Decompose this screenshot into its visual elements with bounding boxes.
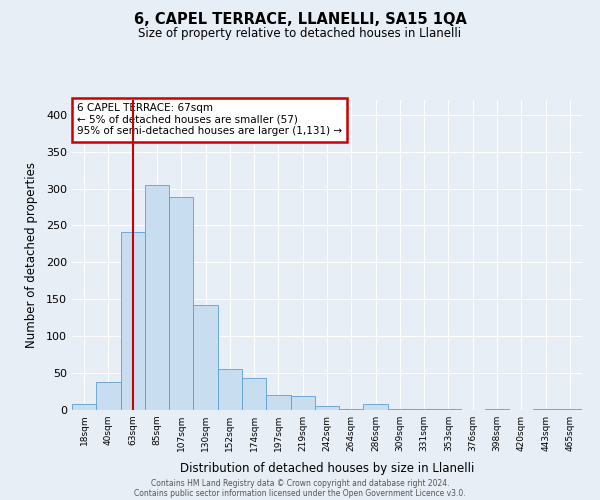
Bar <box>388 408 412 410</box>
Text: 6 CAPEL TERRACE: 67sqm
← 5% of detached houses are smaller (57)
95% of semi-deta: 6 CAPEL TERRACE: 67sqm ← 5% of detached … <box>77 103 342 136</box>
Bar <box>315 406 339 410</box>
Text: Size of property relative to detached houses in Llanelli: Size of property relative to detached ho… <box>139 28 461 40</box>
Bar <box>364 404 388 410</box>
Bar <box>339 408 364 410</box>
Bar <box>169 196 193 410</box>
Bar <box>121 232 145 410</box>
Text: Contains HM Land Registry data © Crown copyright and database right 2024.: Contains HM Land Registry data © Crown c… <box>151 478 449 488</box>
Bar <box>290 396 315 410</box>
Bar <box>145 185 169 410</box>
Bar <box>558 408 582 410</box>
X-axis label: Distribution of detached houses by size in Llanelli: Distribution of detached houses by size … <box>180 462 474 475</box>
Bar <box>218 370 242 410</box>
Bar <box>242 378 266 410</box>
Text: Contains public sector information licensed under the Open Government Licence v3: Contains public sector information licen… <box>134 488 466 498</box>
Text: 6, CAPEL TERRACE, LLANELLI, SA15 1QA: 6, CAPEL TERRACE, LLANELLI, SA15 1QA <box>134 12 466 28</box>
Y-axis label: Number of detached properties: Number of detached properties <box>25 162 38 348</box>
Bar <box>266 395 290 410</box>
Bar <box>193 305 218 410</box>
Bar <box>72 404 96 410</box>
Bar <box>96 382 121 410</box>
